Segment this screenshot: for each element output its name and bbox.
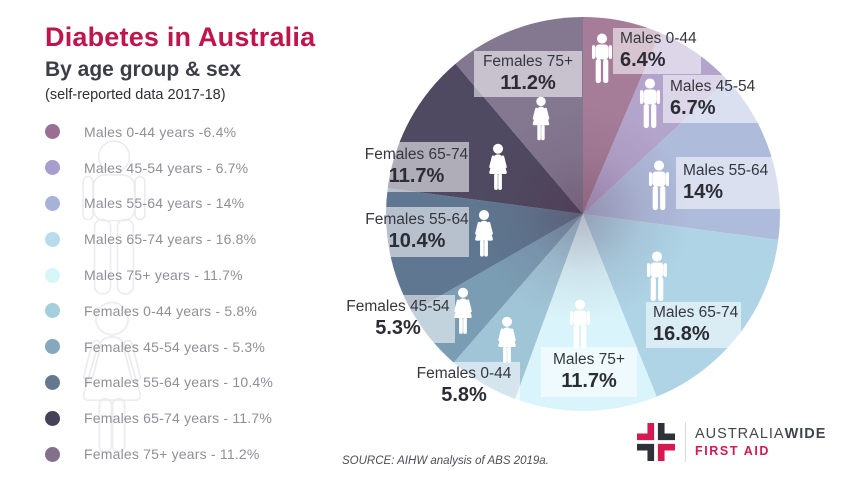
pie-label-value: 16.8% — [653, 323, 710, 346]
pie-label-females-65-74: Females 65-74 11.7% — [364, 142, 469, 192]
legend-item-label: Females 55-64 years - 10.4% — [84, 374, 274, 391]
male-icon — [637, 77, 663, 131]
legend-item-label: Females 0-44 years - 5.8% — [84, 302, 258, 319]
pie-label-value: 6.4% — [620, 49, 666, 72]
pie-label-value: 14% — [683, 181, 724, 204]
logo-brand-name: AUSTRALIAWIDE — [695, 426, 826, 442]
legend-item-label: Males 0-44 years -6.4% — [84, 123, 237, 140]
pie-label-females-0-44: Females 0-44 5.8% — [408, 362, 520, 410]
first-aid-cross-icon — [637, 423, 675, 461]
chart-legend: Males 0-44 years -6.4% Males 45-54 years… — [45, 114, 273, 472]
legend-item-label: Females 45-54 years - 5.3% — [84, 338, 266, 355]
pie-label-name: Males 55-64 — [683, 161, 769, 179]
legend-item-females-65-74: Females 65-74 years - 11.7% — [45, 400, 273, 436]
legend-item-females-45-54: Females 45-54 years - 5.3% — [45, 329, 273, 365]
pie-label-males-45-54: Males 45-54 6.7% — [663, 75, 757, 123]
pie-label-males-65-74: Males 65-74 16.8% — [646, 302, 741, 348]
source-note: SOURCE: AIHW analysis of ABS 2019a. — [342, 455, 549, 467]
legend-dot-icon — [45, 410, 60, 426]
legend-dot-icon — [45, 374, 60, 390]
pie-label-name: Females 75+ — [482, 52, 574, 70]
legend-item-females-55-64: Females 55-64 years - 10.4% — [45, 365, 273, 401]
legend-item-males-55-64: Males 55-64 years - 14% — [45, 186, 273, 222]
logo-text: AUSTRALIAWIDE FIRST AID — [695, 426, 826, 458]
legend-dot-icon — [45, 231, 60, 247]
pie-label-value: 5.3% — [375, 317, 421, 340]
pie-label-value: 11.2% — [500, 72, 556, 95]
pie-label-name: Females 65-74 — [364, 145, 469, 163]
pie-label-value: 5.8% — [441, 384, 487, 407]
pie-label-males-0-44: Males 0-44 6.4% — [613, 28, 701, 74]
legend-item-males-75plus: Males 75+ years - 11.7% — [45, 257, 273, 293]
pie-label-value: 11.7% — [561, 370, 617, 393]
data-note: (self-reported data 2017-18) — [45, 87, 226, 103]
legend-item-females-0-44: Females 0-44 years - 5.8% — [45, 293, 273, 329]
legend-item-label: Females 75+ years - 11.2% — [84, 446, 260, 463]
pie-label-name: Males 75+ — [553, 350, 625, 368]
page-subtitle: By age group & sex — [45, 58, 242, 81]
legend-item-label: Females 65-74 years - 11.7% — [84, 410, 273, 427]
logo-brand-part2: WIDE — [784, 426, 827, 442]
logo-brand-part1: AUSTRALIA — [695, 426, 785, 442]
male-icon — [646, 159, 672, 213]
legend-item-males-45-54: Males 45-54 years - 6.7% — [45, 150, 273, 186]
legend-dot-icon — [45, 446, 60, 462]
legend-dot-icon — [45, 267, 60, 283]
legend-dot-icon — [45, 124, 60, 140]
male-icon — [644, 250, 670, 304]
pie-label-name: Males 45-54 — [670, 77, 756, 95]
page-title: Diabetes in Australia — [45, 22, 316, 52]
pie-label-name: Males 65-74 — [653, 303, 739, 321]
legend-dot-icon — [45, 195, 60, 211]
female-icon — [492, 316, 522, 368]
legend-item-males-65-74: Males 65-74 years - 16.8% — [45, 221, 273, 257]
pie-label-females-45-54: Females 45-54 5.3% — [341, 295, 455, 343]
legend-dot-icon — [45, 303, 60, 319]
pie-label-value: 10.4% — [388, 230, 446, 253]
logo-brand-line2: FIRST AID — [695, 444, 771, 458]
legend-item-label: Males 55-64 years - 14% — [84, 195, 245, 212]
legend-dot-icon — [45, 339, 60, 355]
pie-label-value: 11.7% — [388, 165, 445, 188]
brand-logo: AUSTRALIAWIDE FIRST AID — [637, 420, 826, 464]
logo-divider — [685, 422, 686, 462]
male-icon — [567, 298, 593, 352]
legend-dot-icon — [45, 160, 60, 176]
legend-item-label: Males 65-74 years - 16.8% — [84, 231, 257, 248]
pie-label-name: Males 0-44 — [620, 29, 697, 47]
pie-label-males-75plus: Males 75+ 11.7% — [541, 347, 637, 397]
female-icon — [483, 143, 513, 195]
pie-label-females-75plus: Females 75+ 11.2% — [474, 51, 582, 97]
female-icon — [526, 96, 556, 145]
pie-label-name: Females 0-44 — [416, 364, 512, 382]
legend-item-label: Males 45-54 years - 6.7% — [84, 159, 249, 176]
legend-item-label: Males 75+ years - 11.7% — [84, 267, 243, 284]
legend-item-females-75plus: Females 75+ years - 11.2% — [45, 436, 273, 472]
pie-label-name: Females 55-64 — [365, 210, 469, 228]
pie-label-name: Females 45-54 — [346, 297, 450, 315]
female-icon — [469, 209, 499, 262]
pie-label-females-55-64: Females 55-64 10.4% — [365, 207, 469, 257]
pie-label-males-55-64: Males 55-64 14% — [676, 157, 781, 209]
legend-item-males-0-44: Males 0-44 years -6.4% — [45, 114, 273, 150]
pie-label-value: 6.7% — [670, 97, 716, 120]
male-icon — [589, 32, 615, 86]
